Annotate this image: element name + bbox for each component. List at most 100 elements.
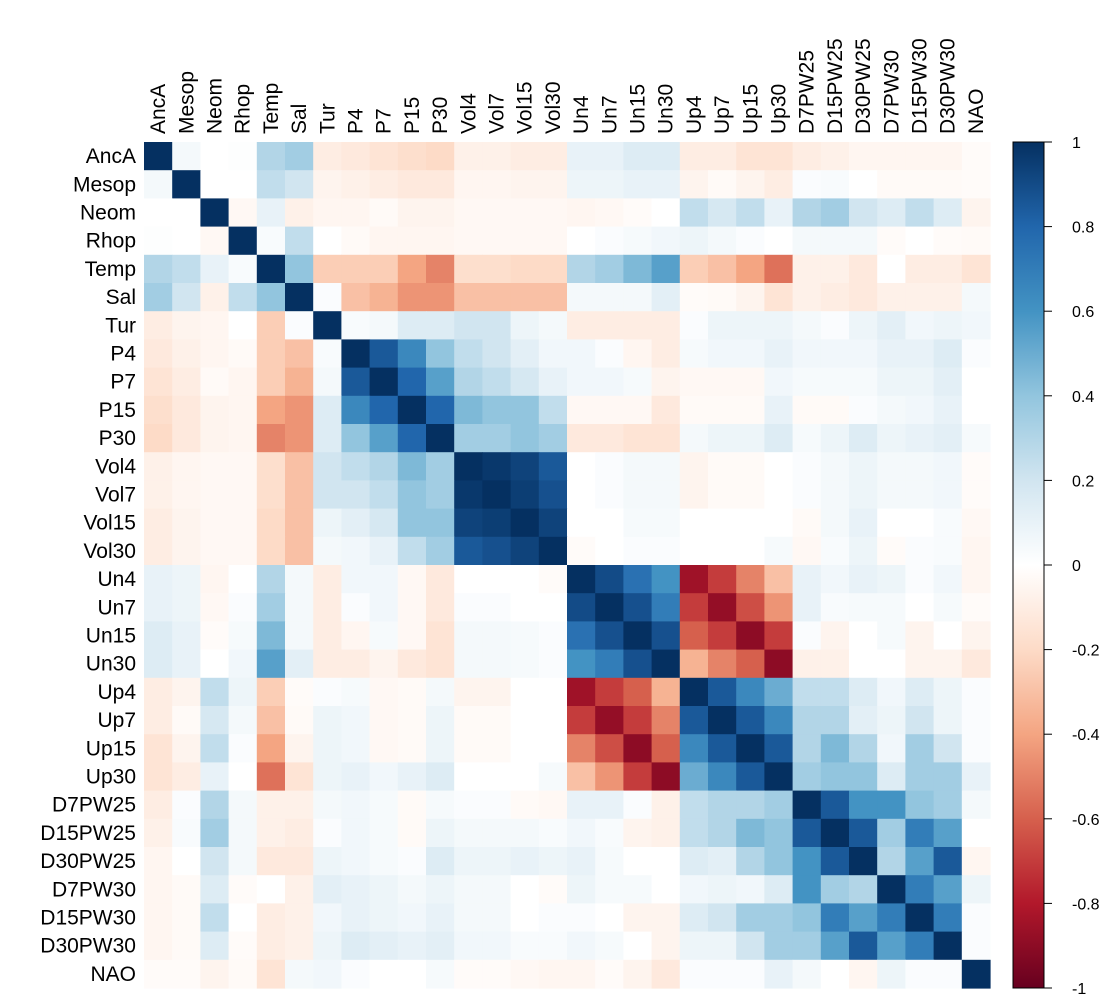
heatmap-cell-Up7-Up4 <box>679 706 709 735</box>
heatmap-cell-D7PW25-D7PW30 <box>877 790 906 820</box>
heatmap-cell-Vol7-P30 <box>426 480 455 510</box>
heatmap-cell-Un7-Un30 <box>651 593 681 622</box>
heatmap-cell-Temp-Un15 <box>623 254 653 284</box>
column-label-Vol15: Vol15 <box>514 81 537 134</box>
heatmap-cell-Vol7-D30PW25 <box>849 480 878 510</box>
heatmap-cell-D15PW30-Un30 <box>651 903 681 933</box>
heatmap-cell-D30PW25-Un15 <box>623 847 653 876</box>
heatmap-cell-D30PW25-P15 <box>397 847 427 876</box>
heatmap-cell-Un15-D30PW30 <box>933 621 963 651</box>
heatmap-cell-Sal-P15 <box>397 283 427 312</box>
heatmap-cell-NAO-Up4 <box>679 959 709 989</box>
heatmap-cell-AncA-Sal <box>285 142 314 171</box>
heatmap-cell-Rhop-D30PW30 <box>933 226 963 256</box>
heatmap-cell-P7-Vol15 <box>510 367 540 397</box>
heatmap-cell-P15-Neom <box>200 395 230 425</box>
heatmap-cell-P30-D7PW25 <box>792 424 822 453</box>
heatmap-cell-D30PW30-P15 <box>397 931 427 961</box>
heatmap-cell-Vol15-Un7 <box>595 508 624 538</box>
heatmap-cell-D30PW30-Vol7 <box>482 931 512 961</box>
heatmap-cell-Vol4-Un15 <box>623 452 653 481</box>
heatmap-cell-Temp-Vol15 <box>510 254 540 284</box>
heatmap-cell-Neom-Tur <box>313 198 342 228</box>
heatmap-cell-Rhop-Un30 <box>651 226 681 256</box>
heatmap-cell-AncA-Neom <box>200 142 230 171</box>
heatmap-cell-P15-Un15 <box>623 395 653 425</box>
heatmap-cell-P30-Tur <box>313 424 342 453</box>
heatmap-cell-Vol15-Vol7 <box>482 508 512 538</box>
heatmap-cell-Rhop-Vol30 <box>538 226 568 256</box>
heatmap-cell-Un30-D30PW25 <box>849 649 878 679</box>
heatmap-cell-D7PW25-Mesop <box>172 790 201 820</box>
heatmap-cell-P7-D7PW25 <box>792 367 822 397</box>
heatmap-cell-Temp-AncA <box>144 254 173 284</box>
heatmap-cell-P4-D15PW30 <box>905 339 935 369</box>
heatmap-cell-Up30-Temp <box>256 762 286 792</box>
heatmap-cell-P15-P7 <box>369 395 399 425</box>
heatmap-cell-D15PW25-Vol4 <box>454 818 483 848</box>
heatmap-cell-Un4-AncA <box>144 565 173 594</box>
heatmap-cell-Un7-Vol30 <box>538 593 568 622</box>
heatmap-cell-NAO-AncA <box>144 959 173 989</box>
heatmap-cell-D7PW25-P30 <box>426 790 455 820</box>
heatmap-cell-AncA-Un15 <box>623 142 653 171</box>
heatmap-cell-D15PW25-Up30 <box>764 818 794 848</box>
heatmap-cell-Up15-D7PW25 <box>792 734 822 763</box>
heatmap-cell-Up7-P4 <box>341 706 371 735</box>
heatmap-cell-P30-Vol7 <box>482 424 512 453</box>
heatmap-cell-D15PW25-Sal <box>285 818 314 848</box>
column-label-Tur: Tur <box>316 103 339 134</box>
heatmap-cell-Temp-Neom <box>200 254 230 284</box>
heatmap-cell-Up4-Un30 <box>651 677 681 707</box>
heatmap-cell-NAO-Un15 <box>623 959 653 989</box>
heatmap-cell-Up15-Vol7 <box>482 734 512 763</box>
heatmap-cell-D30PW30-Temp <box>256 931 286 961</box>
heatmap-cell-D7PW25-Vol30 <box>538 790 568 820</box>
row-label-Up4: Up4 <box>97 681 136 704</box>
heatmap-cell-Tur-Un15 <box>623 311 653 340</box>
heatmap-cell-Up4-Vol15 <box>510 677 540 707</box>
heatmap-cell-Un4-P15 <box>397 565 427 594</box>
heatmap-cell-Sal-Vol7 <box>482 283 512 312</box>
heatmap-cell-P7-Un30 <box>651 367 681 397</box>
heatmap-cell-Temp-P7 <box>369 254 399 284</box>
heatmap-cell-Up7-D7PW25 <box>792 706 822 735</box>
heatmap-cell-Vol30-D30PW30 <box>933 536 963 566</box>
heatmap-cell-P15-Tur <box>313 395 342 425</box>
heatmap-cell-Up15-Mesop <box>172 734 201 763</box>
heatmap-cell-D30PW30-AncA <box>144 931 173 961</box>
heatmap-cell-Neom-Un30 <box>651 198 681 228</box>
heatmap-cell-Up7-NAO <box>961 706 991 735</box>
heatmap-cell-Up4-Vol4 <box>454 677 483 707</box>
heatmap-cell-Un7-Up4 <box>679 593 709 622</box>
heatmap-cell-P15-Vol30 <box>538 395 568 425</box>
heatmap-cell-D15PW30-Vol15 <box>510 903 540 933</box>
heatmap-cell-Sal-Temp <box>256 283 286 312</box>
heatmap-cell-P15-AncA <box>144 395 173 425</box>
heatmap-cell-P15-Un30 <box>651 395 681 425</box>
heatmap-cell-Vol7-Up15 <box>736 480 765 510</box>
heatmap-cell-D15PW25-Un15 <box>623 818 653 848</box>
heatmap-cell-Vol7-Vol7 <box>482 480 512 510</box>
heatmap-cell-Neom-Neom <box>200 198 230 228</box>
heatmap-cell-D7PW25-Un7 <box>595 790 624 820</box>
heatmap-cell-P30-Vol4 <box>454 424 483 453</box>
heatmap-cell-Tur-Neom <box>200 311 230 340</box>
heatmap-cell-Rhop-P30 <box>426 226 455 256</box>
heatmap-cell-Un4-D7PW25 <box>792 565 822 594</box>
heatmap-cell-Sal-Up7 <box>708 283 737 312</box>
heatmap-cell-P4-Up7 <box>708 339 737 369</box>
heatmap-cell-Temp-D30PW30 <box>933 254 963 284</box>
heatmap-cell-Temp-Up7 <box>708 254 737 284</box>
heatmap-cell-Up30-Un30 <box>651 762 681 792</box>
heatmap-cell-D7PW30-Un15 <box>623 875 653 904</box>
heatmap-cell-D15PW30-Mesop <box>172 903 201 933</box>
heatmap-cell-Vol15-Up15 <box>736 508 765 538</box>
heatmap-cell-Temp-Sal <box>285 254 314 284</box>
heatmap-cell-Vol7-Un15 <box>623 480 653 510</box>
heatmap-cell-NAO-P7 <box>369 959 399 989</box>
heatmap-cell-Up30-Vol15 <box>510 762 540 792</box>
heatmap-cell-D7PW25-D30PW25 <box>849 790 878 820</box>
heatmap-cell-D30PW25-NAO <box>961 847 991 876</box>
heatmap-cell-Up7-P15 <box>397 706 427 735</box>
